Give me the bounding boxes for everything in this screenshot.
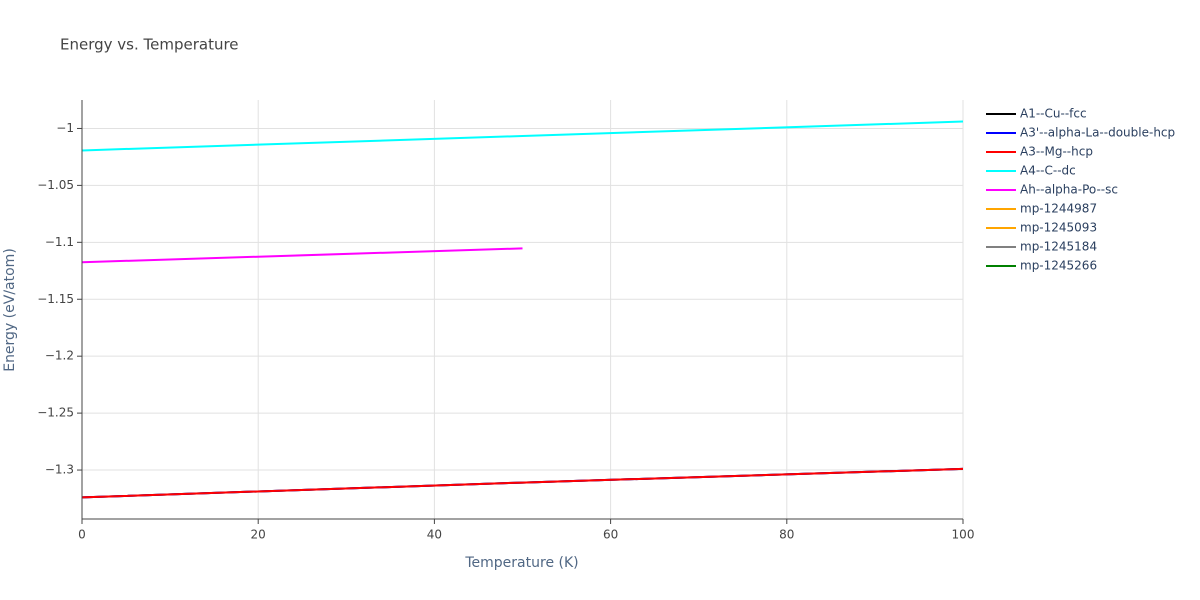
axes: 0 20 40 60 80 100 −1 −1.05 −1.1 −1.15 −1.2 −1.25 −1.… (37, 100, 974, 542)
x-tick-label: 60 (603, 528, 618, 542)
legend-label: A4--C--dc (1020, 164, 1076, 178)
legend-label: mp-1245184 (1020, 240, 1097, 254)
series-line (81, 120, 964, 152)
legend: A1--Cu--fcc A3'--alpha-La--double-hcp A3--… (986, 107, 1175, 273)
y-tick-label: −1 (56, 121, 74, 135)
x-tick-label: 20 (251, 528, 266, 542)
y-tick-label: −1.2 (45, 349, 74, 363)
y-tick-label: −1.25 (37, 406, 74, 420)
series-line (81, 467, 964, 499)
x-tick-label: 100 (952, 528, 975, 542)
x-axis-title: Temperature (K) (464, 555, 578, 571)
legend-label: A1--Cu--fcc (1020, 107, 1087, 121)
y-tick-label: −1.15 (37, 292, 74, 306)
legend-label: mp-1245266 (1020, 259, 1097, 273)
x-tick-label: 80 (779, 528, 794, 542)
legend-label: A3'--alpha-La--double-hcp (1020, 126, 1175, 140)
series-line (81, 247, 523, 264)
plot-lines (81, 120, 964, 499)
y-tick-label: −1.3 (45, 463, 74, 477)
legend-label: mp-1244987 (1020, 202, 1097, 216)
legend-label: Ah--alpha-Po--sc (1020, 183, 1118, 197)
y-tick-label: −1.1 (45, 235, 74, 249)
x-tick-label: 40 (427, 528, 442, 542)
grid (81, 100, 964, 519)
chart-title: Energy vs. Temperature (60, 36, 239, 54)
legend-label: mp-1245093 (1020, 221, 1097, 235)
x-tick-label: 0 (78, 528, 86, 542)
legend-label: A3--Mg--hcp (1020, 145, 1093, 159)
y-tick-label: −1.05 (37, 178, 74, 192)
y-axis-title: Energy (eV/atom) (2, 248, 18, 372)
